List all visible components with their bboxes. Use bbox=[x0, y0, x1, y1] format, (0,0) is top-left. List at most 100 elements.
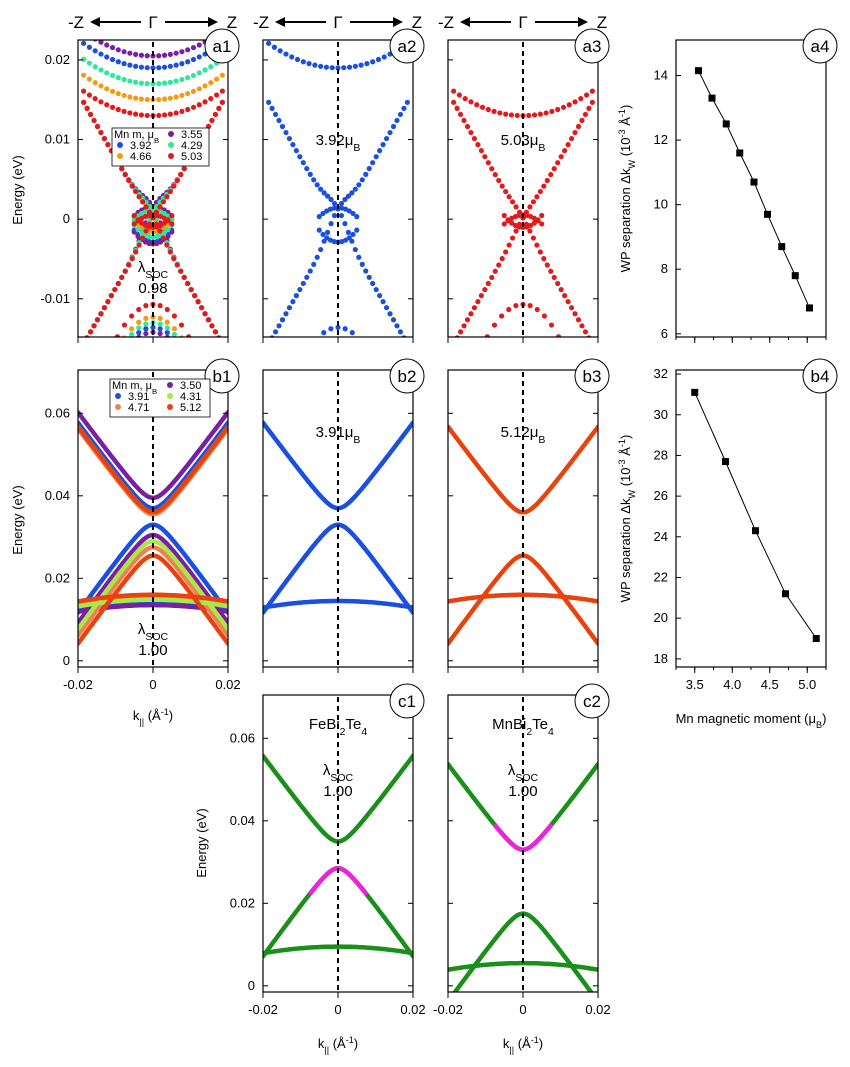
b1-panel-label: b1 bbox=[213, 367, 232, 386]
data-point bbox=[98, 83, 104, 89]
legend-marker bbox=[117, 142, 123, 148]
data-point bbox=[171, 183, 177, 189]
data-point bbox=[190, 44, 197, 51]
data-point bbox=[506, 306, 512, 313]
data-point bbox=[489, 166, 495, 172]
data-point bbox=[188, 286, 194, 293]
data-point bbox=[179, 350, 184, 355]
data-point bbox=[143, 303, 149, 309]
data-point bbox=[81, 72, 87, 78]
data-point bbox=[482, 286, 488, 293]
data-point bbox=[167, 95, 173, 101]
data-point bbox=[98, 311, 104, 317]
data-point bbox=[122, 350, 127, 355]
data-point bbox=[349, 190, 355, 196]
data-point bbox=[185, 75, 191, 81]
data-point bbox=[220, 341, 225, 346]
data-point bbox=[108, 293, 114, 299]
data-point bbox=[173, 110, 179, 116]
y-tick-label: 24 bbox=[654, 529, 668, 544]
y-tick-label: 0 bbox=[63, 211, 70, 226]
flat-band bbox=[263, 944, 413, 956]
data-point bbox=[81, 40, 87, 46]
data-point bbox=[104, 54, 110, 60]
y-tick-label: 0.02 bbox=[45, 570, 70, 585]
k-axis-label: k|| (Å-1) bbox=[133, 707, 173, 727]
y-tick-label: 0.02 bbox=[230, 895, 255, 910]
a1-panel-label: a1 bbox=[213, 37, 232, 56]
data-point bbox=[394, 117, 400, 124]
b3-panel: b3 5.12μB bbox=[447, 358, 610, 673]
data-point bbox=[136, 242, 142, 248]
legend-entry: 5.03 bbox=[181, 151, 202, 163]
data-point bbox=[375, 56, 382, 63]
data-point bbox=[736, 149, 744, 157]
data-point bbox=[131, 229, 137, 235]
data-point bbox=[186, 347, 191, 352]
data-point bbox=[290, 142, 296, 148]
data-point bbox=[131, 212, 137, 219]
data-point bbox=[157, 228, 163, 234]
data-point bbox=[537, 111, 543, 117]
data-point bbox=[451, 99, 457, 105]
minus-z-label: -Z bbox=[68, 13, 84, 32]
legend-marker bbox=[167, 404, 173, 410]
data-point bbox=[84, 105, 90, 111]
valence-band bbox=[78, 538, 228, 632]
data-point bbox=[109, 72, 116, 79]
data-point bbox=[782, 590, 789, 598]
a4-label-circle bbox=[802, 28, 838, 64]
a4-panel-label: a4 bbox=[811, 37, 830, 56]
data-point bbox=[328, 196, 334, 203]
gamma-label: Γ bbox=[518, 13, 527, 32]
legend-entry: 3.50 bbox=[180, 380, 201, 392]
lambda-soc-value: 0.98 bbox=[138, 280, 167, 297]
data-point bbox=[390, 317, 397, 323]
data-point bbox=[198, 305, 205, 311]
data-point bbox=[708, 94, 716, 102]
data-point bbox=[589, 88, 595, 94]
data-point bbox=[381, 54, 387, 60]
b2-label-circle bbox=[389, 358, 425, 394]
a1-legend: Mn m, μB3.92 3.55 4.66 4.295.03 bbox=[111, 127, 210, 167]
data-point bbox=[541, 183, 547, 189]
data-point bbox=[127, 50, 133, 56]
data-point bbox=[178, 322, 185, 328]
data-point bbox=[750, 178, 758, 186]
b4-frame bbox=[675, 369, 827, 668]
data-point bbox=[167, 79, 173, 85]
data-point bbox=[373, 286, 379, 293]
data-point bbox=[202, 83, 208, 89]
legend-entry: 3.55 bbox=[181, 129, 202, 141]
data-point bbox=[174, 262, 180, 268]
data-point bbox=[173, 50, 179, 56]
data-point bbox=[109, 56, 116, 63]
data-point bbox=[133, 51, 139, 57]
data-point bbox=[119, 166, 125, 172]
y-tick-label: 32 bbox=[654, 366, 668, 381]
minus-z-label: -Z bbox=[253, 13, 269, 32]
data-point bbox=[212, 329, 219, 335]
data-point bbox=[501, 221, 507, 227]
data-point bbox=[150, 324, 156, 331]
data-point bbox=[266, 40, 272, 46]
data-point bbox=[127, 78, 133, 84]
data-point bbox=[345, 229, 352, 235]
data-point bbox=[213, 92, 220, 98]
gamma-label: Γ bbox=[148, 13, 157, 32]
data-point bbox=[202, 311, 208, 317]
data-point bbox=[190, 88, 197, 94]
data-point bbox=[474, 102, 480, 108]
data-point bbox=[101, 305, 108, 311]
data-point bbox=[136, 330, 142, 336]
data-point bbox=[138, 64, 145, 70]
data-point bbox=[133, 188, 139, 195]
data-point bbox=[527, 222, 534, 229]
data-point bbox=[138, 112, 145, 118]
data-point bbox=[464, 123, 471, 130]
data-point bbox=[283, 51, 289, 57]
data-point bbox=[555, 106, 561, 113]
c2-label-circle bbox=[574, 683, 610, 719]
data-point bbox=[695, 67, 702, 75]
moment-label: 3.92μB bbox=[316, 132, 361, 154]
